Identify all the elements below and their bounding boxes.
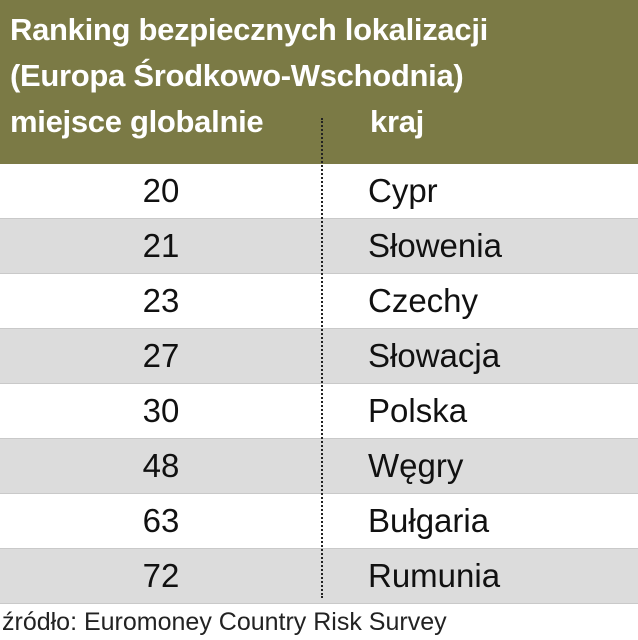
country-cell: Węgry: [368, 447, 464, 484]
country-cell: Słowacja: [368, 337, 501, 374]
rank-cell: 27: [142, 337, 180, 374]
country-cell: Bułgaria: [368, 502, 490, 539]
country-cell: Rumunia: [368, 557, 501, 594]
table-row: 30 Polska: [0, 384, 638, 439]
table-row: 20 Cypr: [0, 164, 638, 219]
title-line-2: (Europa Środkowo-Wschodnia): [10, 58, 464, 93]
table-row: 72 Rumunia: [0, 549, 638, 604]
rank-cell: 72: [142, 557, 180, 594]
table-body: 20 Cypr 21 Słowenia 23 Czechy 27 Słowacja 30 Pols…: [0, 164, 638, 604]
rank-cell: 63: [142, 502, 180, 539]
column-divider: [321, 118, 323, 598]
rank-cell: 20: [142, 172, 180, 209]
country-cell: Słowenia: [368, 227, 502, 264]
source-note: źródło: Euromoney Country Risk Survey: [2, 608, 447, 636]
column-header-rank: miejsce globalnie: [10, 104, 264, 139]
table-header: Ranking bezpiecznych lokalizacji (Europa…: [0, 0, 638, 164]
rank-cell: 21: [142, 227, 180, 264]
country-cell: Czechy: [368, 282, 479, 319]
table-row: 48 Węgry: [0, 439, 638, 494]
column-header-country: kraj: [370, 104, 424, 139]
rank-cell: 23: [142, 282, 180, 319]
country-cell: Cypr: [368, 172, 438, 209]
rank-cell: 30: [142, 392, 180, 429]
rank-cell: 48: [142, 447, 180, 484]
title-line-1: Ranking bezpiecznych lokalizacji: [10, 12, 488, 47]
table-row: 23 Czechy: [0, 274, 638, 329]
country-cell: Polska: [368, 392, 468, 429]
table-row: 63 Bułgaria: [0, 494, 638, 549]
table-row: 21 Słowenia: [0, 219, 638, 274]
table-row: 27 Słowacja: [0, 329, 638, 384]
